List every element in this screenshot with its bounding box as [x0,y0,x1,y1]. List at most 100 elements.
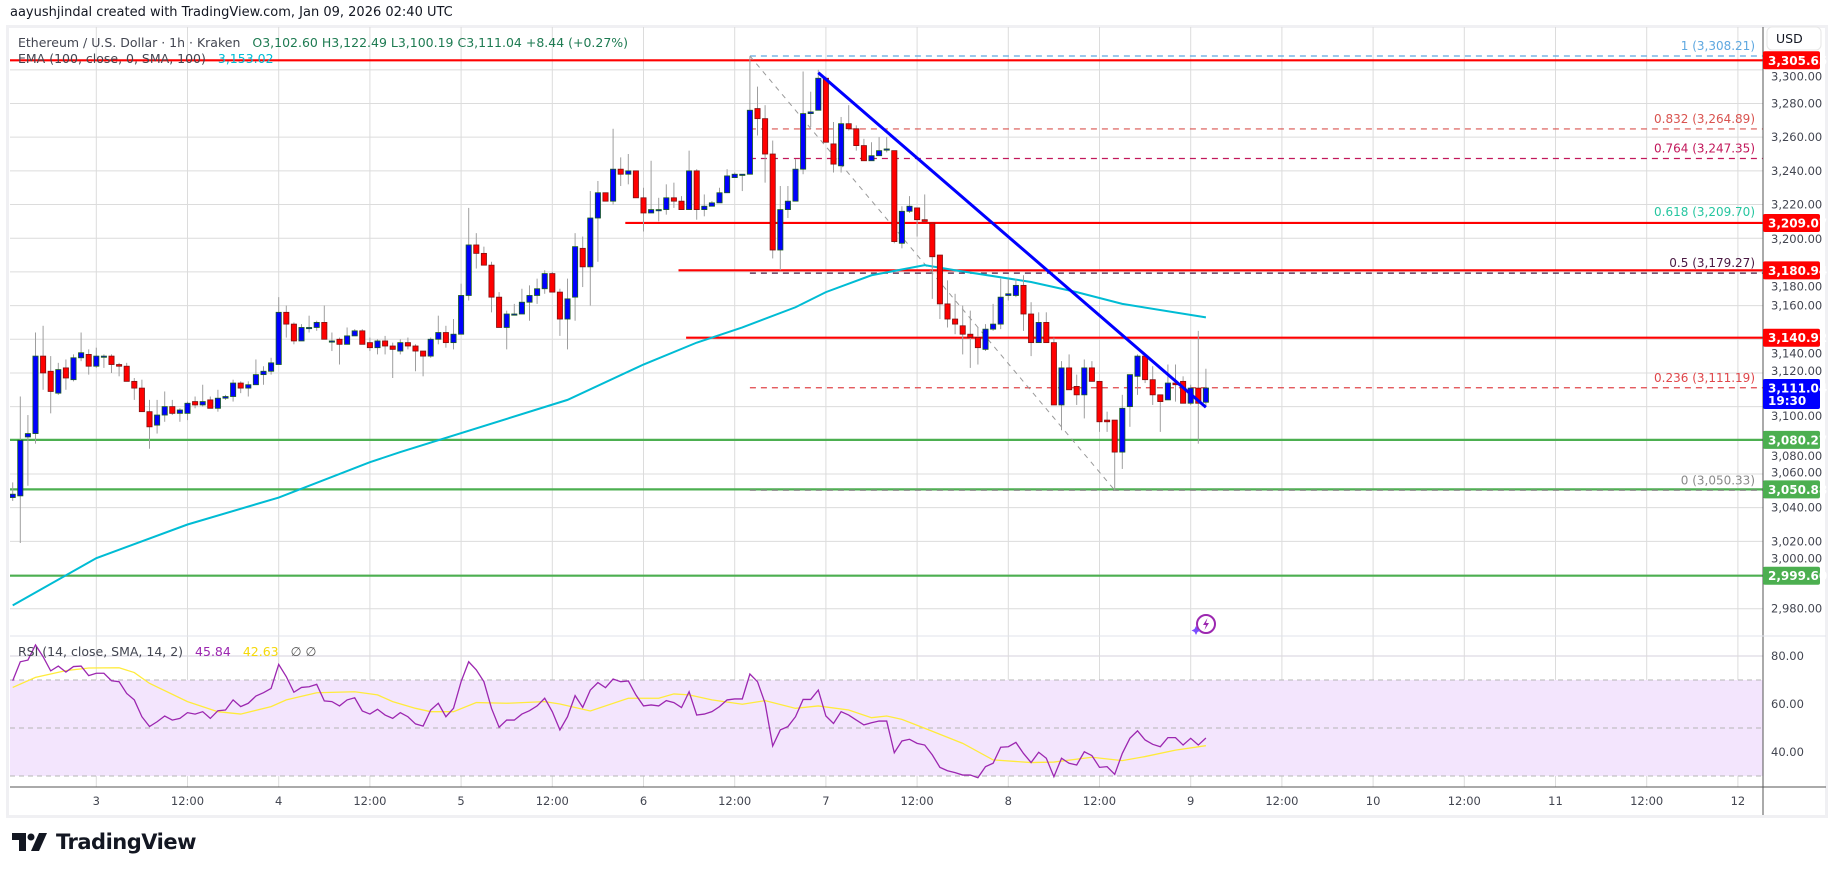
candle [275,297,282,365]
price-axis-label: 3,160.00 [1771,299,1822,313]
candle [154,399,161,434]
candle-body-down [382,340,389,347]
candle-body-down [1066,367,1073,391]
candle-body-up [716,192,723,204]
support-price-tag [1763,566,1820,585]
candle-body-down [921,219,928,222]
candle [404,337,411,350]
candle-body-up [625,170,632,175]
candle-body-up [450,333,457,344]
candle [929,222,936,299]
candle-body-down [404,342,411,347]
price-axis-label: 3,240.00 [1771,164,1822,178]
resistance-price-tag [1763,261,1820,280]
candle-body-up [648,209,655,214]
tradingview-logo[interactable]: TradingView [12,830,196,854]
candle-body-up [93,355,100,367]
candle [686,150,693,210]
candle [214,389,221,412]
candle-body-down [290,323,297,342]
candle-body-up [686,170,693,210]
candle-body-down [860,145,867,162]
fibonacci-retracement[interactable]: 1 (3,308.21) 0.832 (3,264.89) 0.764 (3,247… [749,39,1763,491]
candle-body-up [838,123,845,167]
time-axis-label: 6 [640,794,647,808]
candle-body-down [1028,313,1035,344]
candle-body-up [572,246,579,298]
candle-body-down [1195,387,1202,404]
candle-body-down [830,143,837,165]
candle [952,293,959,335]
candle-body-down [549,273,556,293]
candle-body-up [526,295,533,303]
candle-body-down [336,338,343,345]
candle [883,137,890,153]
time-axis-label: 12:00 [171,794,204,808]
time-axis-label: 4 [275,794,282,808]
resistance-price-tag [1763,213,1820,232]
candle-body-down [1111,419,1118,453]
candle [169,399,176,416]
candle-body-up [883,148,890,151]
candle-body-up [184,402,191,414]
candle-body-down [891,150,898,242]
candle-body-up [176,409,183,414]
candle [564,278,571,350]
candle [724,169,731,194]
candle [382,335,389,355]
candle-body-up [161,406,168,416]
currency-button[interactable]: USD [1766,26,1822,51]
candle [480,246,487,266]
candle-body-up [518,301,525,315]
candle [1149,366,1156,405]
candle [868,142,875,162]
time-axis-label: 12:00 [353,794,386,808]
candle [876,137,883,157]
candle [617,157,624,187]
candle [1126,374,1133,427]
candle-body-up [214,397,221,409]
horizontal-levels[interactable] [10,59,1763,577]
candle [245,381,252,397]
candle-body-up [260,370,267,376]
candle [822,76,829,143]
ema-label: EMA (100, close, 0, SMA, 100) [18,51,206,66]
trendline[interactable] [817,71,1207,409]
candle-body-down [108,355,115,365]
candle-body-up [701,205,708,210]
candle [366,337,373,352]
candle [1096,380,1103,432]
candle [222,394,229,400]
candle-body-down [473,244,480,254]
candle-body-down [131,380,138,389]
candle [921,194,928,222]
candle [351,329,358,337]
candle [427,337,434,358]
candle-body-up [777,209,784,251]
candle-body-up [503,313,510,328]
time-axis-label: 3 [93,794,100,808]
candle-body-up [100,355,107,358]
candle [891,150,898,244]
candle-body-down [822,77,829,143]
candle [640,187,647,232]
tradingview-logo-icon [12,833,47,851]
candle [237,381,244,394]
candle [860,138,867,162]
candle [62,359,69,390]
candle [762,105,769,183]
candle [450,319,457,350]
lightning-alert-icon[interactable] [1191,614,1216,635]
countdown-label: 19:30 [1768,394,1806,408]
descending-trendline[interactable] [817,71,1207,409]
axes[interactable]: 2,980.00 3,000.00 3,020.00 3,040.00 3,060.00… [10,27,1826,815]
candle [541,270,548,294]
candle-body-up [655,209,662,212]
candle-body-up [245,384,252,389]
candle [549,271,556,293]
candle [663,184,670,215]
candle [1111,419,1118,491]
support-price-tag-label: 3,080.27 [1768,433,1827,447]
candle-body-up [465,244,472,296]
